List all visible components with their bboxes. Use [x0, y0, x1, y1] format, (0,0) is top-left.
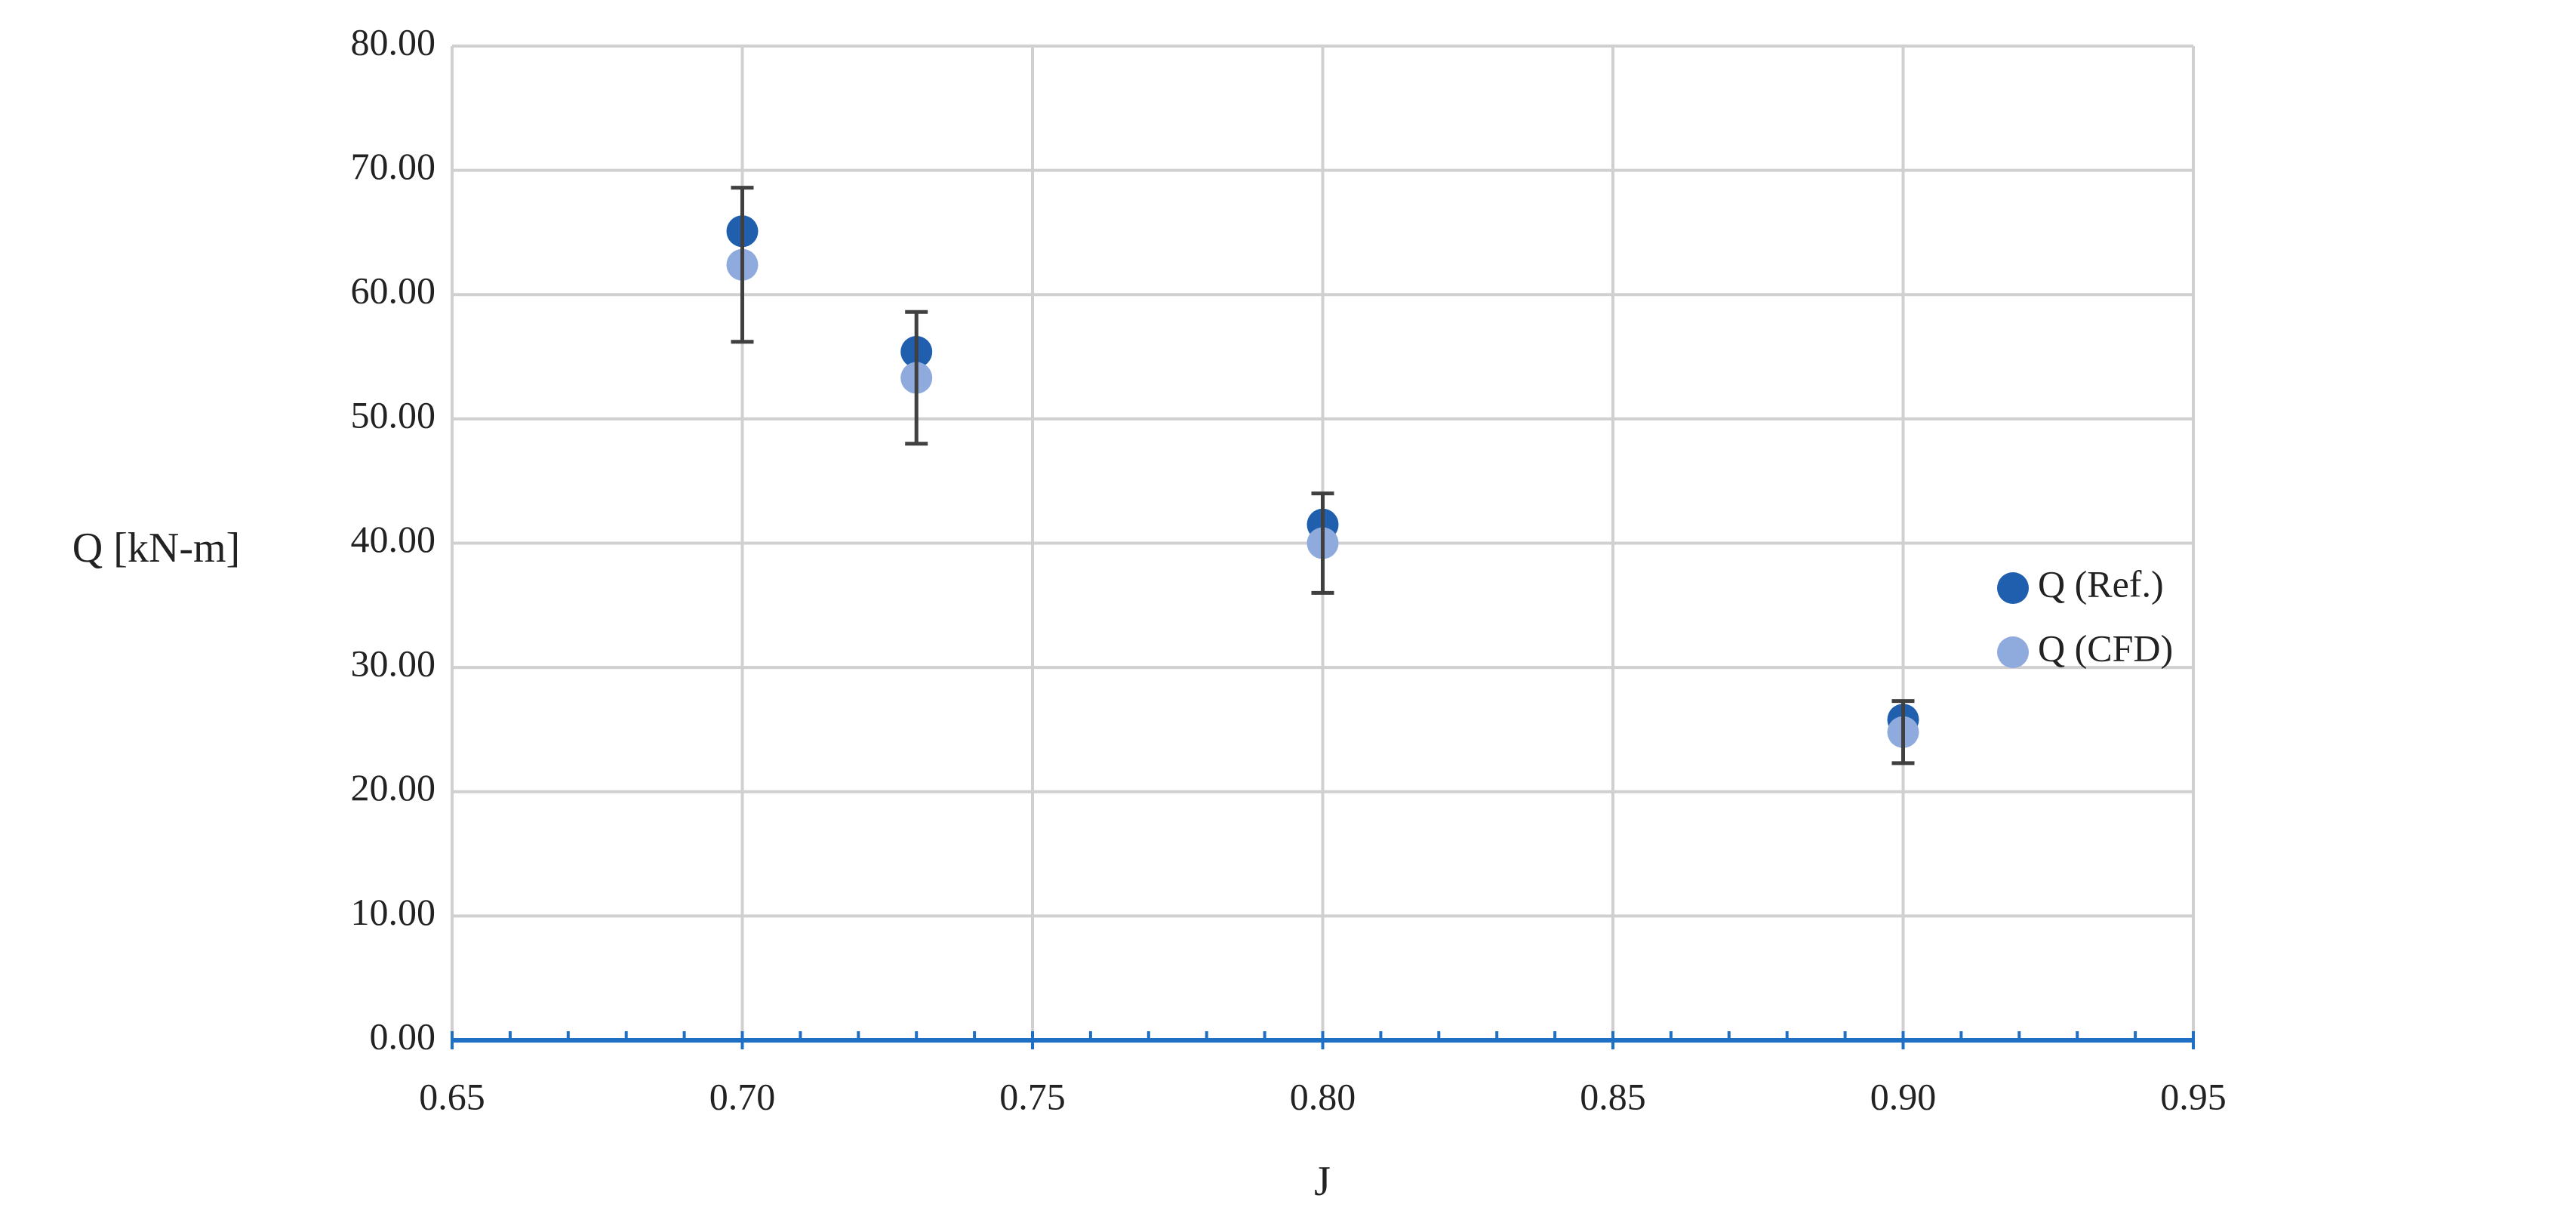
- y-tick-label: 50.00: [351, 393, 436, 436]
- y-axis-label: Q [kN-m]: [72, 525, 240, 571]
- error-bar: [1891, 699, 1915, 765]
- y-tick-label: 40.00: [351, 518, 436, 560]
- y-tick-label: 10.00: [351, 891, 436, 933]
- x-tick-label: 0.70: [709, 1075, 776, 1117]
- legend-label: Q (CFD): [2038, 627, 2173, 669]
- y-tick-label: 30.00: [351, 642, 436, 685]
- x-tick-label: 0.85: [1580, 1075, 1646, 1117]
- y-tick-label: 80.00: [351, 20, 436, 63]
- x-tick-label: 0.65: [419, 1075, 485, 1117]
- legend-label: Q (Ref.): [2038, 562, 2164, 605]
- x-tick-label: 0.95: [2160, 1075, 2227, 1117]
- legend-marker: [1997, 572, 2029, 604]
- error-bar: [905, 310, 928, 446]
- x-tick-label: 0.90: [1870, 1075, 1937, 1117]
- error-bar: [1311, 491, 1334, 595]
- x-tick-label: 0.80: [1290, 1075, 1356, 1117]
- legend-marker: [1997, 636, 2029, 668]
- x-tick-label: 0.75: [999, 1075, 1066, 1117]
- error-bar: [731, 186, 754, 344]
- y-tick-label: 60.00: [351, 270, 436, 312]
- x-axis-label: J: [1314, 1158, 1331, 1205]
- y-tick-label: 0.00: [370, 1015, 436, 1057]
- y-tick-label: 70.00: [351, 145, 436, 187]
- y-tick-label: 20.00: [351, 766, 436, 809]
